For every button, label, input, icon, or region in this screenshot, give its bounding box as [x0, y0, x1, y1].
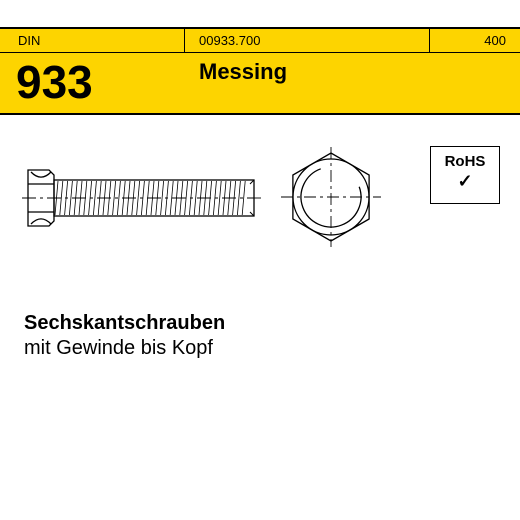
- caption-line-1: Sechskantschrauben: [24, 312, 225, 335]
- standard-number: 933: [0, 53, 185, 115]
- rohs-badge: RoHS ✓: [430, 146, 500, 204]
- rohs-check-icon: ✓: [431, 172, 499, 190]
- rohs-label: RoHS: [431, 153, 499, 170]
- pack-qty: 400: [430, 29, 520, 52]
- header-main-row: 933 Messing: [0, 53, 520, 115]
- material-label: Messing: [185, 53, 520, 115]
- caption-line-2: mit Gewinde bis Kopf: [24, 337, 225, 360]
- product-caption: Sechskantschrauben mit Gewinde bis Kopf: [24, 312, 225, 360]
- header-top-row: DIN 00933.700 400: [0, 29, 520, 53]
- header-band: DIN 00933.700 400 933 Messing: [0, 27, 520, 115]
- standard-label: DIN: [0, 29, 185, 52]
- bolt-end-view: [276, 142, 386, 252]
- bolt-side-view: [22, 148, 262, 248]
- product-code: 00933.700: [185, 29, 430, 52]
